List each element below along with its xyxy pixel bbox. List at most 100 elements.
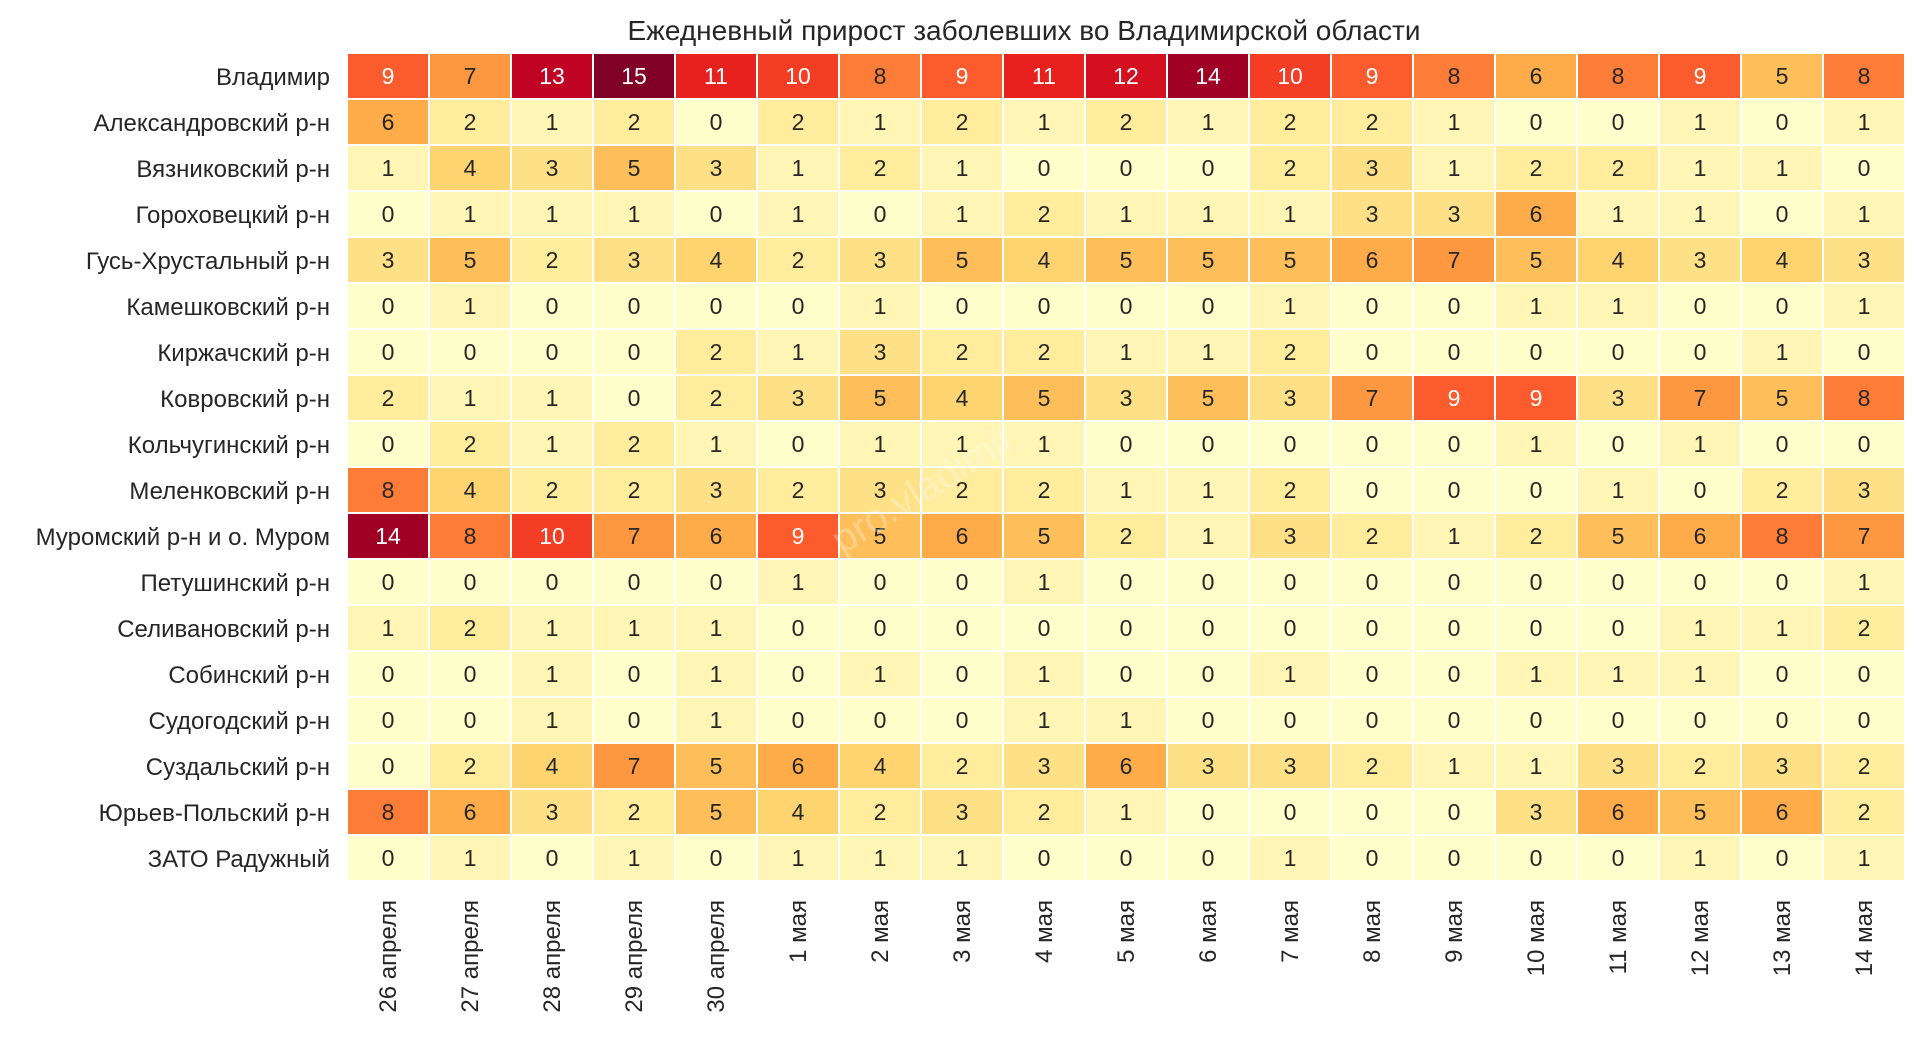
heatmap-cell [1332, 698, 1412, 742]
cell-value: 1 [1448, 753, 1461, 779]
heatmap-cell [1824, 836, 1904, 880]
cell-value: 5 [1284, 247, 1297, 273]
heatmap-cell [840, 514, 920, 558]
heatmap-cell [512, 146, 592, 190]
heatmap-cell [1414, 100, 1494, 144]
cell-value: 0 [628, 707, 641, 733]
heatmap-cell [1250, 560, 1330, 604]
heatmap-cell [1086, 514, 1166, 558]
cell-value: 3 [546, 155, 559, 181]
heatmap-cell [1250, 284, 1330, 328]
heatmap-cell [1332, 652, 1412, 696]
heatmap-cell [1168, 560, 1248, 604]
heatmap-cell [1578, 422, 1658, 466]
heatmap-cell [1250, 54, 1330, 98]
heatmap-cell [1578, 560, 1658, 604]
cell-value: 0 [956, 661, 969, 687]
cell-value: 0 [1284, 615, 1297, 641]
heatmap-cell [1332, 100, 1412, 144]
heatmap-cell [1332, 836, 1412, 880]
heatmap-cell [1004, 652, 1084, 696]
heatmap-cell [348, 330, 428, 374]
heatmap-cell [348, 790, 428, 834]
cell-value: 1 [628, 201, 641, 227]
heatmap-cell [1332, 284, 1412, 328]
cell-value: 0 [1858, 707, 1871, 733]
cell-value: 9 [1530, 385, 1543, 411]
column-label: 12 мая [1687, 900, 1714, 976]
row-label: Камешковский р-н [126, 294, 330, 321]
heatmap-cell [1168, 100, 1248, 144]
heatmap-cell [1414, 514, 1494, 558]
cell-value: 0 [1776, 845, 1789, 871]
cell-value: 0 [1530, 615, 1543, 641]
cell-value: 12 [1113, 63, 1139, 89]
cell-value: 2 [546, 247, 559, 273]
cell-value: 3 [1284, 753, 1297, 779]
heatmap-cell [348, 514, 428, 558]
cell-value: 11 [704, 63, 728, 89]
heatmap-cell [676, 790, 756, 834]
cell-value: 9 [956, 63, 969, 89]
heatmap-cell [758, 376, 838, 420]
heatmap-cell [1086, 560, 1166, 604]
cell-value: 1 [546, 707, 559, 733]
cell-value: 2 [792, 477, 805, 503]
cell-value: 5 [628, 155, 641, 181]
cell-value: 0 [1202, 707, 1215, 733]
cell-value: 8 [1776, 523, 1789, 549]
heatmap-cell [1496, 54, 1576, 98]
cell-value: 3 [874, 477, 887, 503]
column-label: 9 мая [1441, 900, 1468, 963]
heatmap-cell [1004, 146, 1084, 190]
heatmap-cell [1332, 560, 1412, 604]
heatmap-cell [758, 54, 838, 98]
cell-value: 14 [375, 523, 401, 549]
row-label: Юрьев-Польский р-н [99, 800, 330, 827]
cell-value: 1 [382, 615, 395, 641]
heatmap-cell [676, 376, 756, 420]
heatmap-cell [512, 652, 592, 696]
cell-value: 5 [1202, 385, 1215, 411]
cell-value: 2 [1858, 799, 1871, 825]
heatmap-cell [758, 100, 838, 144]
cell-value: 0 [1202, 155, 1215, 181]
cell-value: 0 [1694, 293, 1707, 319]
cell-value: 6 [1530, 201, 1543, 227]
cell-value: 1 [710, 707, 723, 733]
cell-value: 5 [710, 799, 723, 825]
cell-value: 0 [1448, 431, 1461, 457]
heatmap-cell [1004, 514, 1084, 558]
heatmap-cell [922, 468, 1002, 512]
heatmap-cell [922, 376, 1002, 420]
cell-value: 0 [382, 753, 395, 779]
heatmap-cell [430, 422, 510, 466]
cell-value: 5 [1038, 523, 1051, 549]
heatmap-cell [1086, 330, 1166, 374]
cell-value: 0 [382, 431, 395, 457]
heatmap-cell [512, 790, 592, 834]
heatmap-cell [1578, 606, 1658, 650]
column-label: 14 мая [1851, 900, 1878, 976]
heatmap-cell [1004, 790, 1084, 834]
heatmap-cell [1250, 468, 1330, 512]
cell-value: 1 [874, 661, 887, 687]
heatmap-cell [430, 744, 510, 788]
cell-value: 7 [628, 523, 641, 549]
heatmap-cell [840, 790, 920, 834]
row-label: Судогодский р-н [148, 708, 330, 735]
heatmap-cell [430, 376, 510, 420]
column-labels: 26 апреля 27 апреля 28 апреля 29 апреля 30 а… [375, 900, 1878, 1013]
cell-value: 0 [1530, 569, 1543, 595]
heatmap-cell [1496, 146, 1576, 190]
heatmap-cell [512, 836, 592, 880]
cell-value: 0 [1366, 293, 1379, 319]
cell-value: 3 [1612, 385, 1625, 411]
heatmap-cell [1824, 790, 1904, 834]
heatmap-cell [1824, 606, 1904, 650]
cell-value: 5 [710, 753, 723, 779]
cell-value: 0 [1284, 707, 1297, 733]
column-label: 3 мая [949, 900, 976, 963]
heatmap-cell [430, 192, 510, 236]
cell-value: 6 [1120, 753, 1133, 779]
